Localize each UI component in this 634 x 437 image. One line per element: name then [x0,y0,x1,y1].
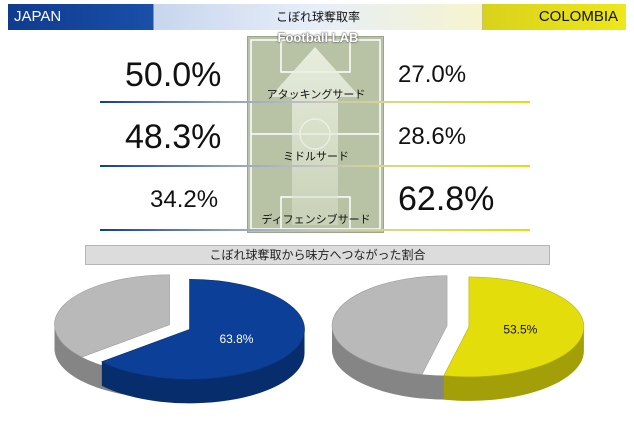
pitch-lines [250,39,381,230]
pie-slice-side [101,329,305,404]
pie-section-title: こぼれ球奪取から味方へつながった割合 [85,245,550,265]
pie-rest-slice [331,275,448,375]
pie-slice-side [443,326,584,401]
row-divider [100,165,530,167]
pie-data-label: 63.8% [219,332,253,346]
pie-rest-slice [54,274,170,358]
chart-title: こぼれ球奪取率 [153,4,483,30]
pie-charts: 63.8% 53.5% [54,274,585,404]
zone-label-defensive: ディフェンシブサード [261,213,371,226]
zone-label-middle: ミドルサード [283,150,349,163]
colombia-attacking-third: 27.0% [398,61,467,88]
pitch-graphic [247,36,384,233]
team-right-label: COLOMBIA [483,4,626,30]
japan-defensive-third: 34.2% [150,186,219,213]
row-divider [100,101,530,103]
team-left-label: JAPAN [8,4,153,30]
pie-slice-colombia [443,276,585,378]
attack-direction-arrow [270,47,360,225]
header-bar: JAPAN こぼれ球奪取率 COLOMBIA [8,4,626,30]
colombia-defensive-third: 62.8% [398,180,495,218]
row-divider [100,229,530,231]
pie-slice-japan [101,279,305,380]
pie-data-label: 53.5% [503,322,537,336]
japan-middle-third: 48.3% [125,118,222,156]
zone-label-attacking: アタッキングサード [266,88,366,101]
brand-logo: Football LAB [277,30,359,45]
japan-attacking-third: 50.0% [125,56,222,94]
colombia-middle-third: 28.6% [398,123,467,150]
